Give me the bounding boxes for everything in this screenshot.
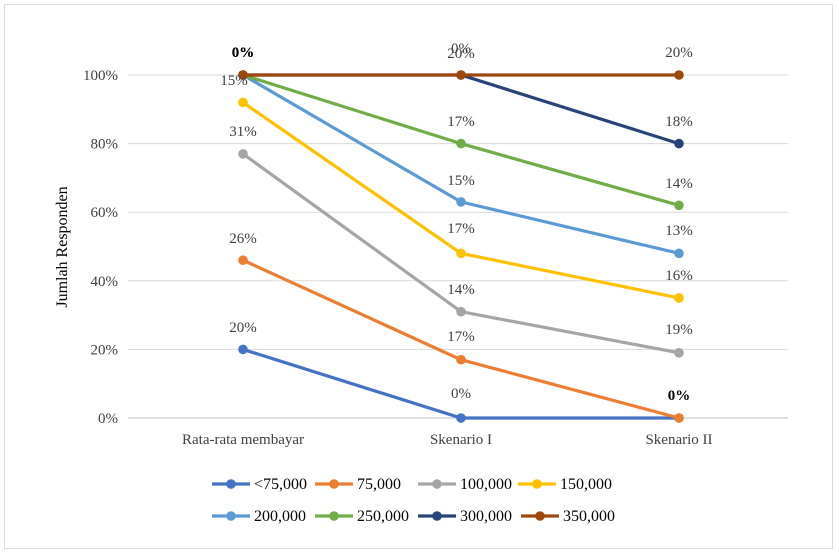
data-label: 15% xyxy=(220,73,248,89)
data-point xyxy=(238,70,248,80)
data-label: 16% xyxy=(665,268,693,284)
y-tick-label: 60% xyxy=(91,205,119,221)
y-tick-label: 80% xyxy=(91,137,119,153)
data-point xyxy=(456,197,466,207)
y-axis-label: Jumlah Responden xyxy=(54,186,71,307)
data-label: 20% xyxy=(229,320,257,336)
y-tick-label: 40% xyxy=(91,274,119,290)
data-point xyxy=(674,348,684,358)
data-label: 20% xyxy=(665,45,693,61)
data-label: 26% xyxy=(229,231,257,247)
data-label: 0% xyxy=(232,45,255,61)
legend-label: 200,000 xyxy=(254,508,306,525)
data-label: 13% xyxy=(665,223,693,239)
data-label: 14% xyxy=(447,282,475,298)
y-tick-label: 0% xyxy=(98,411,118,427)
data-point xyxy=(456,413,466,423)
data-point xyxy=(456,70,466,80)
data-point xyxy=(674,293,684,303)
data-point xyxy=(674,138,684,149)
legend-marker xyxy=(329,511,339,521)
data-point xyxy=(238,97,248,108)
data-point xyxy=(238,255,248,266)
data-point xyxy=(674,413,684,423)
data-label: 31% xyxy=(229,124,257,140)
y-tick-label: 20% xyxy=(91,342,119,358)
x-tick-label: Rata-rata membayar xyxy=(182,432,304,448)
legend-label: <75,000 xyxy=(254,476,307,493)
data-point xyxy=(238,344,248,355)
legend-marker xyxy=(532,479,542,489)
data-label: 17% xyxy=(447,114,475,130)
data-point xyxy=(674,200,684,211)
x-tick-label: Skenario II xyxy=(645,432,712,448)
legend-marker xyxy=(226,511,236,521)
legend-label: 350,000 xyxy=(563,508,615,525)
data-label: 0% xyxy=(451,41,471,57)
legend-label: 300,000 xyxy=(460,508,512,525)
data-label: 15% xyxy=(447,173,475,189)
data-label: 0% xyxy=(232,45,255,61)
data-point xyxy=(456,138,466,149)
data-label: 0% xyxy=(451,386,471,402)
data-label: 17% xyxy=(447,221,475,237)
data-label: 18% xyxy=(665,114,693,130)
y-tick-label: 100% xyxy=(83,68,118,84)
legend-marker xyxy=(432,479,442,489)
legend-label: 100,000 xyxy=(460,476,512,493)
data-label: 19% xyxy=(665,322,693,338)
series-line xyxy=(243,73,680,146)
data-point xyxy=(238,149,248,159)
legend-label: 150,000 xyxy=(560,476,612,493)
data-point xyxy=(456,306,466,317)
data-label: 0% xyxy=(668,388,691,404)
legend-marker xyxy=(226,479,236,489)
data-point xyxy=(674,248,684,259)
data-point xyxy=(674,70,684,80)
legend-marker xyxy=(329,479,339,489)
data-label: 17% xyxy=(447,329,475,345)
data-point xyxy=(456,248,466,259)
legend-label: 250,000 xyxy=(357,508,409,525)
x-tick-label: Skenario I xyxy=(430,432,492,448)
data-point xyxy=(456,354,466,365)
chart-frame xyxy=(4,4,833,549)
legend-label: 75,000 xyxy=(357,476,401,493)
legend-marker xyxy=(535,511,545,521)
data-label: 14% xyxy=(665,176,693,192)
legend-marker xyxy=(432,511,442,521)
data-label: 20% xyxy=(447,46,475,62)
